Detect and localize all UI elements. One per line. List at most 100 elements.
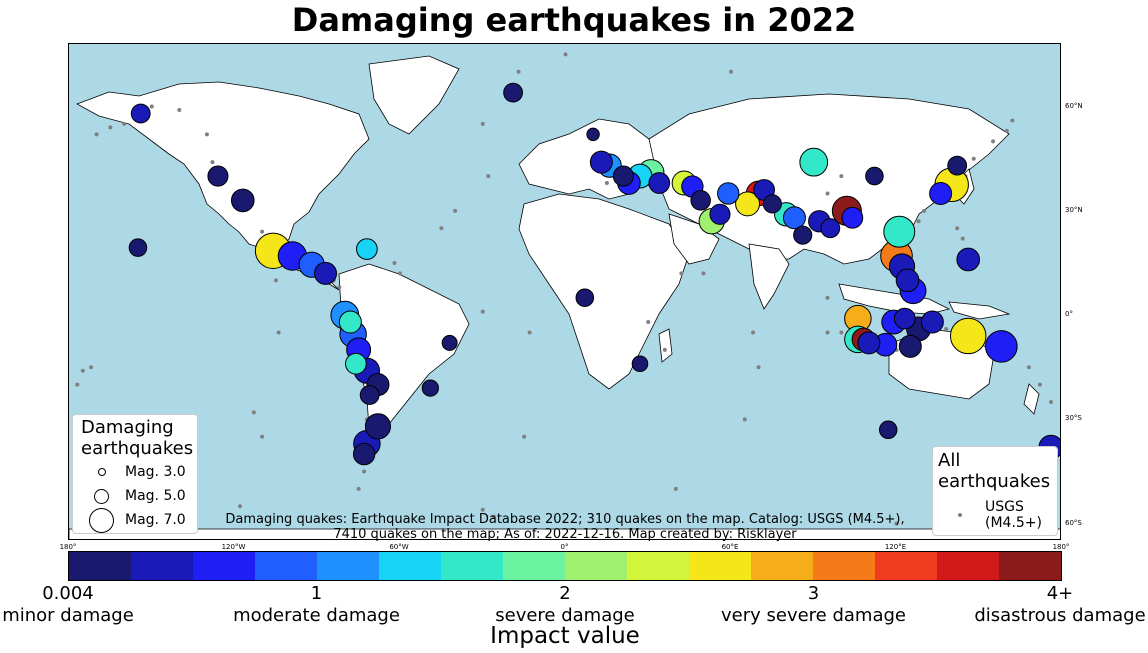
colorbar-segment <box>69 552 131 580</box>
map-canvas <box>69 52 1060 539</box>
damaging-quake-marker[interactable] <box>782 206 806 230</box>
all-quake-point <box>1004 128 1009 133</box>
damaging-quake-marker[interactable] <box>793 225 813 245</box>
all-quake-point <box>916 219 921 224</box>
damaging-quake-marker[interactable] <box>956 247 981 272</box>
page-title: Damaging earthquakes in 2022 <box>291 1 857 39</box>
all-quake-point <box>273 278 278 283</box>
all-quake-point <box>491 514 496 519</box>
colorbar-segment <box>875 552 937 580</box>
source-attribution: Damaging quakes: Earthquake Impact Datab… <box>200 512 930 542</box>
colorbar-segment <box>255 552 317 580</box>
damaging-quake-marker[interactable] <box>878 420 898 440</box>
damaging-quake-marker[interactable] <box>857 331 881 355</box>
all-quake-point <box>662 347 667 352</box>
colorbar-tick-text: severe damage <box>495 605 635 626</box>
damaging-quake-marker[interactable] <box>207 165 229 187</box>
colorbar-tick-label: 4+ disastrous damage <box>974 583 1145 627</box>
damaging-quake-marker[interactable] <box>799 147 829 177</box>
legend-item-mag5: Mag. 5.0 <box>73 485 197 507</box>
colorbar-tick-text: very severe damage <box>720 605 907 626</box>
damaging-quake-marker[interactable] <box>920 310 944 334</box>
colorbar-tick-value: 3 <box>807 583 820 604</box>
longitude-label: 60°W <box>389 543 409 551</box>
all-quake-point <box>260 229 265 234</box>
circle-small-icon <box>98 468 106 476</box>
greenland <box>368 55 460 135</box>
damaging-quake-marker[interactable] <box>631 355 649 373</box>
longitude-label: 120°W <box>221 543 246 551</box>
damaging-quake-marker[interactable] <box>985 330 1018 363</box>
legend-label-line2: (M4.5+) <box>985 515 1042 531</box>
damaging-quake-marker[interactable] <box>612 165 634 187</box>
colorbar-tick-value: 1 <box>310 583 323 604</box>
latitude-label: 0° <box>1065 310 1073 319</box>
damaging-quake-marker[interactable] <box>359 385 380 405</box>
damaging-quake-marker[interactable] <box>503 82 523 103</box>
damaging-quake-marker[interactable] <box>230 188 255 213</box>
all-quake-point <box>1037 382 1042 387</box>
longitude-label: 120°E <box>884 543 907 551</box>
all-quake-point <box>839 330 844 335</box>
legend-item-mag7: Mag. 7.0 <box>73 508 197 533</box>
colorbar-axis-title: Impact value <box>490 623 640 649</box>
damaging-quake-marker[interactable] <box>338 310 362 334</box>
all-quake-point <box>210 160 215 165</box>
all-quake-point <box>392 260 397 265</box>
damaging-quake-marker[interactable] <box>575 288 595 307</box>
all-quake-point <box>1010 118 1015 123</box>
damaging-quake-marker[interactable] <box>421 379 439 397</box>
legend-label-usgs: USGS (M4.5+) <box>985 499 1042 531</box>
damaging-quake-marker[interactable] <box>441 334 458 351</box>
damaging-quake-marker[interactable] <box>820 218 841 239</box>
damaging-quake-marker[interactable] <box>364 413 392 440</box>
damaging-quake-marker[interactable] <box>841 206 864 229</box>
damaging-quake-marker[interactable] <box>865 166 884 186</box>
damaging-quake-marker[interactable] <box>709 203 731 225</box>
damaging-quake-marker[interactable] <box>648 172 671 194</box>
colorbar-tick-label: 3 very severe damage <box>721 583 906 627</box>
damaging-quake-marker[interactable] <box>762 194 782 214</box>
damaging-quake-marker[interactable] <box>949 317 987 355</box>
damaging-quake-marker[interactable] <box>128 238 148 257</box>
damaging-quake-marker[interactable] <box>314 261 338 285</box>
all-quake-point <box>337 285 342 290</box>
damaging-quake-marker[interactable] <box>735 191 761 217</box>
all-quake-point <box>356 486 361 491</box>
damaging-quake-marker[interactable] <box>690 190 711 211</box>
world-map[interactable] <box>68 43 1061 540</box>
source-line1: Damaging quakes: Earthquake Impact Datab… <box>225 512 905 527</box>
damaging-quake-marker[interactable] <box>345 352 367 375</box>
damaging-quake-marker[interactable] <box>589 150 613 174</box>
damaging-quake-marker[interactable] <box>130 103 151 124</box>
all-quake-point <box>80 368 85 373</box>
indonesia <box>838 283 951 315</box>
legend-title: All earthquakes <box>938 450 1050 492</box>
damaging-quake-marker[interactable] <box>929 181 953 205</box>
damaging-quake-marker[interactable] <box>893 307 916 330</box>
all-quake-point <box>673 486 678 491</box>
antarctica <box>69 528 1060 539</box>
damaging-quake-marker[interactable] <box>898 334 922 358</box>
circle-large-icon <box>89 508 114 533</box>
colorbar-tick-value: 0.004 <box>42 583 94 604</box>
damaging-quake-marker[interactable] <box>947 155 968 176</box>
damaging-quake-marker[interactable] <box>895 268 920 293</box>
colorbar-tick-text: disastrous damage <box>974 605 1146 626</box>
all-quake-point <box>122 121 127 126</box>
damaging-quake-marker[interactable] <box>883 215 916 248</box>
damaging-quake-marker[interactable] <box>586 127 600 142</box>
all-quake-point <box>89 365 94 370</box>
all-quake-point <box>563 52 568 57</box>
legend-label-line1: USGS <box>985 499 1024 515</box>
legend-title-line2: earthquakes <box>81 438 194 459</box>
damaging-quake-marker[interactable] <box>717 182 740 205</box>
legend-label-mag7: Mag. 7.0 <box>125 512 186 528</box>
legend-title-line2: earthquakes <box>938 471 1051 492</box>
damaging-quake-marker[interactable] <box>352 442 376 466</box>
colorbar-segment <box>441 552 503 580</box>
all-quake-point <box>756 365 761 370</box>
colorbar-segment <box>503 552 565 580</box>
damaging-quake-marker[interactable] <box>356 238 378 260</box>
all-quake-point <box>944 326 949 331</box>
